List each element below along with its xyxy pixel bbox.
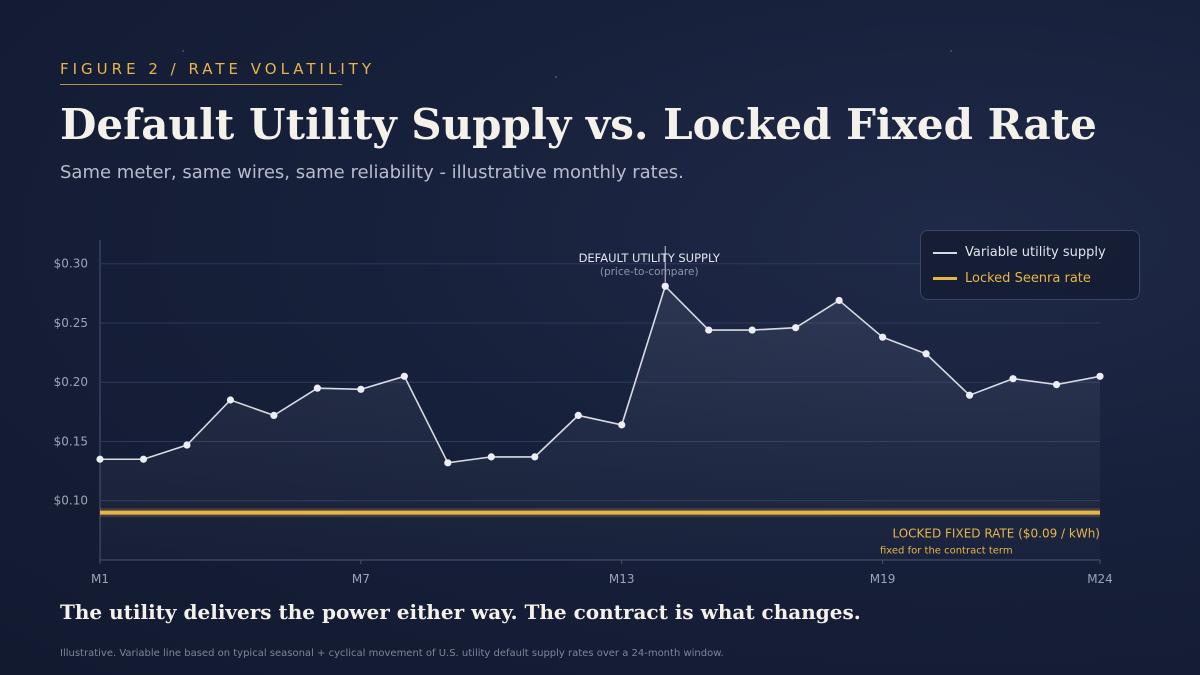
eyebrow-underline	[60, 84, 342, 85]
variable-data-point	[487, 453, 495, 461]
page-subtitle: Same meter, same wires, same reliability…	[60, 162, 684, 183]
variable-data-point	[879, 333, 887, 341]
variable-data-point	[661, 282, 669, 290]
variable-data-point	[183, 441, 191, 449]
variable-data-point	[270, 411, 278, 420]
variable-data-point	[574, 411, 582, 420]
background-star	[182, 50, 184, 52]
variable-data-point	[705, 326, 713, 334]
y-tick-label: $0.10	[54, 494, 88, 508]
y-tick-label: $0.15	[54, 434, 88, 448]
y-tick-label: $0.30	[54, 257, 88, 271]
fixed-rate-annotation-title: LOCKED FIXED RATE ($0.09 / kWh)	[892, 527, 1100, 541]
label-layer: $0.30 $0.25 $0.20 $0.15 $0.10 M1 M7 M13 M19 M24 DE…	[54, 246, 1113, 586]
variable-series-line	[100, 284, 1101, 464]
variable-data-point	[618, 421, 626, 429]
variable-data-point	[226, 396, 235, 404]
line-layer	[100, 284, 1101, 518]
page-title: Default Utility Supply vs. Locked Fixed …	[60, 100, 1097, 149]
x-tick-label: M7	[352, 572, 370, 586]
x-tick-label: M24	[1087, 572, 1113, 586]
legend-swatch-locked	[933, 277, 957, 280]
peak-annotation-title: DEFAULT UTILITY SUPPLY	[579, 251, 721, 265]
figure-eyebrow: FIGURE 2 / RATE VOLATILITY	[60, 60, 376, 78]
variable-series-area	[100, 286, 1100, 560]
point-layer	[96, 282, 1104, 467]
footnote: Illustrative. Variable line based on typ…	[60, 648, 724, 659]
variable-data-point	[531, 453, 539, 461]
variable-data-point	[139, 455, 148, 463]
variable-data-point	[835, 296, 843, 305]
variable-data-point	[748, 326, 756, 334]
y-tick-label: $0.25	[54, 316, 88, 330]
x-tick-label: M13	[609, 572, 635, 586]
background-star	[950, 50, 952, 52]
variable-data-point	[400, 372, 408, 380]
tagline: The utility delivers the power either wa…	[60, 600, 861, 624]
variable-data-point	[922, 350, 930, 358]
variable-data-point	[313, 384, 321, 392]
variable-data-point	[792, 324, 800, 332]
background-star	[555, 76, 557, 78]
variable-data-point	[444, 459, 452, 467]
legend-item-locked: Locked Seenra rate	[933, 271, 1091, 286]
chart-legend: Variable utility supply Locked Seenra ra…	[920, 230, 1140, 300]
variable-data-point	[1009, 375, 1017, 383]
legend-label-locked: Locked Seenra rate	[965, 271, 1091, 286]
peak-annotation-subtitle: (price-to-compare)	[600, 266, 699, 278]
background-star	[338, 70, 340, 72]
variable-data-point	[1096, 372, 1104, 380]
variable-data-point	[1052, 380, 1061, 389]
x-tick-label: M1	[91, 572, 109, 586]
y-tick-label: $0.20	[54, 375, 88, 389]
x-tick-label: M19	[870, 572, 896, 586]
variable-data-point	[357, 385, 365, 393]
variable-data-point	[965, 391, 974, 399]
legend-item-variable: Variable utility supply	[933, 245, 1106, 260]
legend-label-variable: Variable utility supply	[965, 245, 1106, 260]
area-layer	[100, 286, 1100, 560]
legend-swatch-variable	[933, 251, 957, 254]
variable-data-point	[96, 455, 104, 463]
fixed-rate-annotation-subtitle: fixed for the contract term	[880, 546, 1013, 557]
